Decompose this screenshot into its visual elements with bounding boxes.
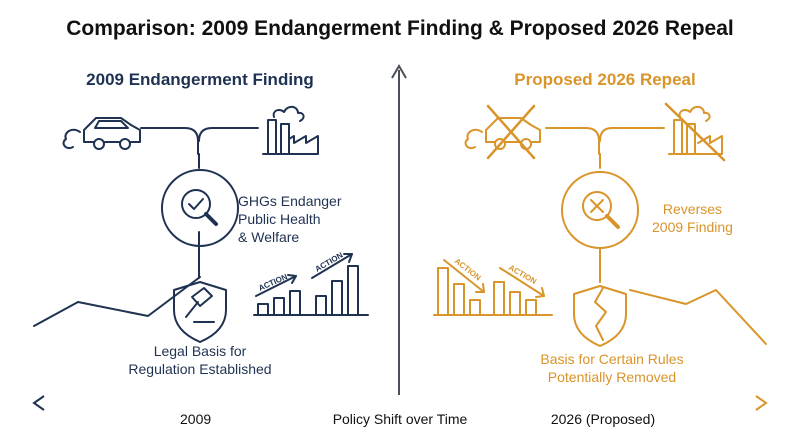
- bar-chart-rising-icon: [253, 253, 369, 316]
- time-axis-arrow: [32, 395, 768, 411]
- right-basis-caption: Basis for Certain Rules Potentially Remo…: [512, 350, 712, 386]
- right-connector-lines: [545, 127, 665, 283]
- factory-icon: [262, 105, 319, 155]
- axis-label-center: Policy Shift over Time: [332, 411, 468, 427]
- crossed-car-icon: [464, 104, 541, 160]
- axis-label-start: 2009: [180, 411, 212, 427]
- left-finding-description: GHGs Endanger Public Health & Welfare: [238, 192, 342, 246]
- right-basis-line: Basis for Certain Rules: [540, 351, 684, 367]
- gavel-shield-icon: [173, 281, 227, 343]
- right-basis-line: Potentially Removed: [547, 369, 677, 385]
- right-description-line: Reverses: [662, 201, 723, 217]
- right-repeal-description: Reverses 2009 Finding: [652, 200, 733, 236]
- left-description-line: & Welfare: [238, 229, 300, 245]
- left-description-line: Public Health: [238, 211, 321, 227]
- right-panel-heading: Proposed 2026 Repeal: [514, 70, 696, 89]
- left-basis-line: Regulation Established: [128, 361, 272, 377]
- left-connector-lines: [140, 127, 259, 279]
- left-description-line: GHGs Endanger: [238, 193, 342, 209]
- broken-shield-icon: [573, 285, 627, 347]
- bar-chart-falling-icon: [433, 259, 553, 316]
- page-title: Comparison: 2009 Endangerment Finding & …: [66, 17, 734, 40]
- right-trend-line: [629, 289, 767, 345]
- car-icon: [62, 117, 141, 150]
- left-basis-line: Legal Basis for: [153, 343, 247, 359]
- right-description-line: 2009 Finding: [652, 219, 733, 235]
- left-panel-heading: 2009 Endangerment Finding: [86, 70, 314, 89]
- magnifier-check-icon: [161, 169, 239, 247]
- vertical-divider-arrow: [391, 64, 407, 395]
- left-legal-basis-caption: Legal Basis for Regulation Established: [100, 342, 300, 378]
- crossed-factory-icon: [664, 102, 726, 162]
- axis-label-end: 2026 (Proposed): [550, 411, 656, 427]
- magnifier-x-icon: [561, 171, 639, 249]
